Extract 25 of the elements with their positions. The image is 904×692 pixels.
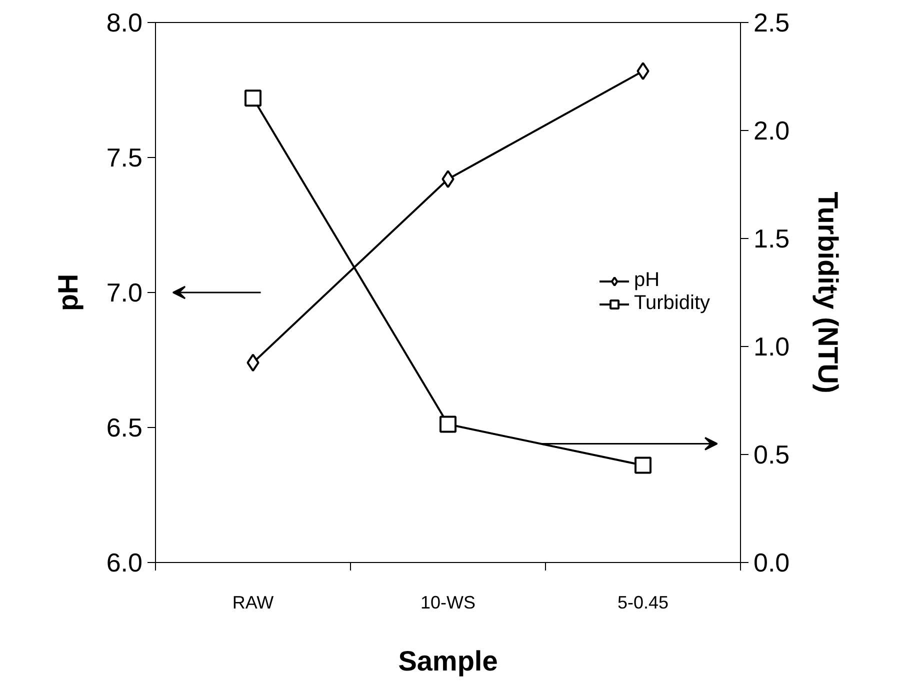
legend-label: pH [634, 269, 660, 292]
y-tick-label: 7.5 [106, 142, 143, 172]
y-tick-label: 6.0 [106, 548, 143, 578]
point [636, 62, 650, 80]
y2-tick-label: 0.0 [754, 548, 790, 578]
point [246, 354, 260, 372]
point [634, 456, 652, 474]
y2-tick-label: 0.5 [754, 440, 790, 470]
x-tick-label: 10-WS [420, 592, 476, 612]
legend-label: Turbidity [634, 292, 710, 315]
point [440, 416, 456, 433]
point [442, 170, 454, 188]
y-tick-label: 8.0 [106, 8, 143, 38]
y-axis-title: pH [52, 274, 84, 312]
x-axis-title: Sample [398, 646, 498, 676]
y2-tick-label: 1.5 [754, 224, 790, 254]
y-tick-label: 7.0 [106, 278, 143, 308]
y2-tick-label: 2.0 [754, 116, 790, 146]
y-tick-label: 6.5 [106, 412, 143, 442]
y2-tick-label: 2.5 [754, 8, 790, 38]
y2-tick-label: 1.0 [754, 332, 790, 362]
point [244, 90, 262, 107]
y2-axis-title: Turbidity (NTU) [812, 192, 844, 394]
x-tick-label: RAW [232, 592, 274, 612]
x-tick-label: 5-0.45 [617, 592, 669, 612]
